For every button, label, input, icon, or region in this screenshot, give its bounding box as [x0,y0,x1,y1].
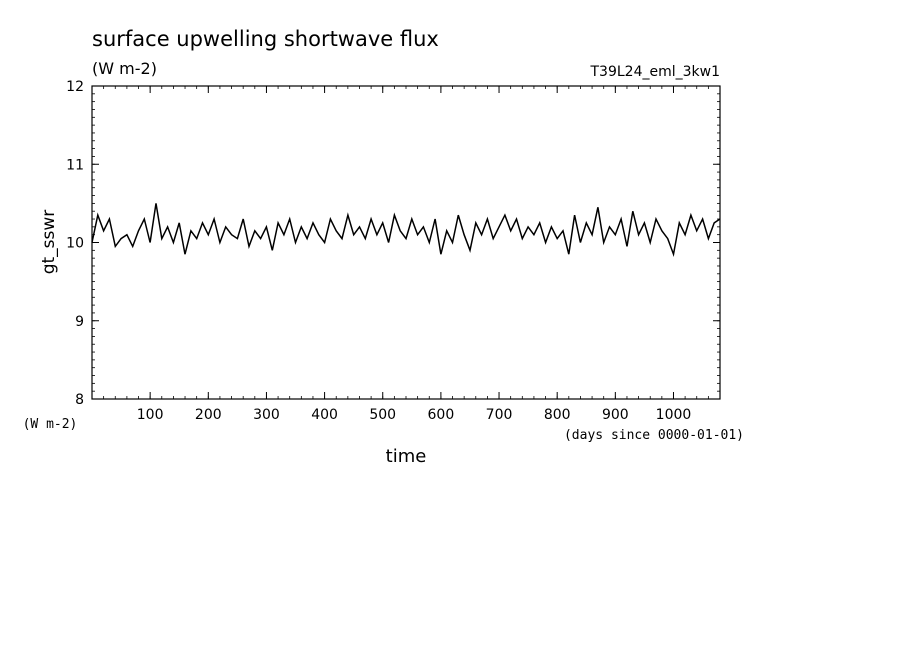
y-tick-label: 10 [66,236,84,252]
x-tick-label: 200 [195,407,222,423]
x-axis-ticks: 100 200 300 400 500 600 700 800 900 1000 [137,86,692,423]
y-tick-label: 12 [66,79,84,95]
x-tick-label: 500 [369,407,396,423]
chart-title: surface upwelling shortwave flux [92,27,439,51]
y-tick-label: 9 [75,314,84,330]
x-tick-label: 800 [544,407,571,423]
x-axis-label: time [386,446,427,467]
x-tick-label: 600 [428,407,455,423]
y-axis-unit: (W m-2) [23,417,78,432]
x-tick-label: 100 [137,407,164,423]
x-tick-label: 700 [486,407,513,423]
y-tick-label: 8 [75,392,84,408]
y-axis-ticks: 8 9 10 11 12 [66,79,720,408]
x-axis-unit: (days since 0000-01-01) [564,428,744,443]
series-line [91,203,721,258]
x-tick-label: 400 [311,407,338,423]
y-tick-label: 11 [66,157,84,173]
x-tick-label: 300 [253,407,280,423]
x-tick-label: 900 [602,407,629,423]
minor-ticks [91,85,721,400]
chart-subtitle: (W m-2) [92,59,157,78]
y-axis-label: gt_sswr [39,210,59,275]
run-label: T39L24_eml_3kw1 [590,64,721,80]
x-tick-label: 1000 [656,407,692,423]
